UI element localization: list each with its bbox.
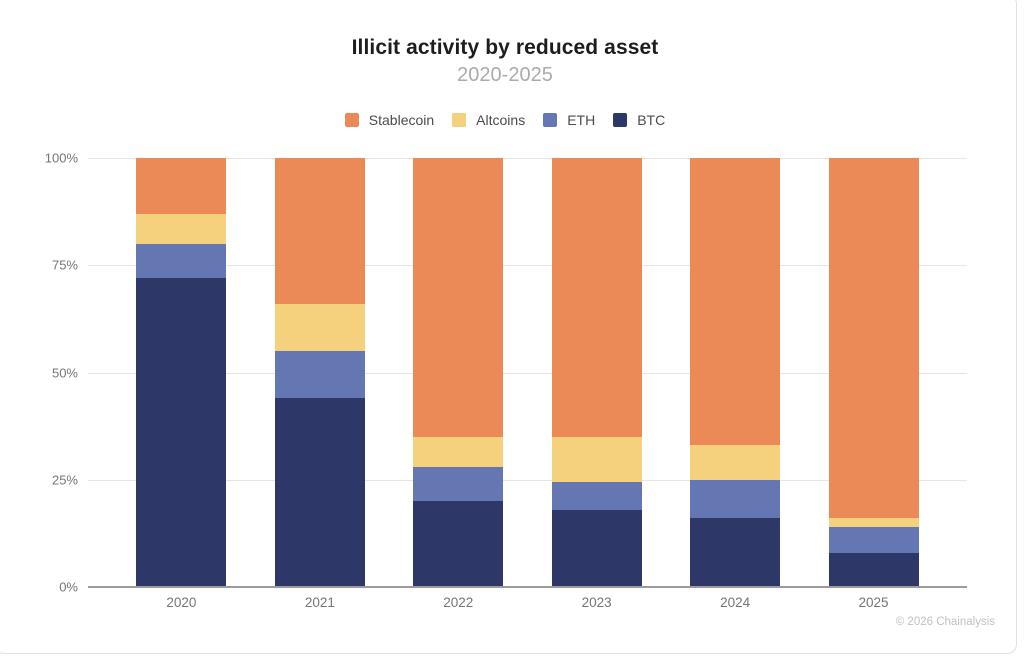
gridline-100 xyxy=(88,158,967,159)
x-tick-label-2024: 2024 xyxy=(720,595,751,610)
bar-segment-btc-2022 xyxy=(413,501,504,587)
bar-2021 xyxy=(274,158,365,587)
bar-2024 xyxy=(690,158,781,587)
bar-segment-btc-2020 xyxy=(136,278,227,587)
bar-segment-stablecoin-2024 xyxy=(690,158,781,446)
bar-segment-altcoins-2022 xyxy=(413,436,504,467)
legend-swatch-stablecoin xyxy=(344,113,359,127)
y-tick-label-0: 0% xyxy=(59,579,78,595)
bar-segment-eth-2022 xyxy=(413,466,504,502)
y-tick-label-50: 50% xyxy=(51,365,78,380)
bar-segment-altcoins-2025 xyxy=(828,518,919,527)
bar-2025 xyxy=(828,158,919,587)
legend-swatch-altcoins xyxy=(452,113,467,127)
y-tick-label-75: 75% xyxy=(51,257,78,273)
legend-label: ETH xyxy=(567,112,596,128)
x-tick-label-2021: 2021 xyxy=(304,595,335,610)
bar-segment-stablecoin-2025 xyxy=(828,158,919,519)
bar-segment-altcoins-2020 xyxy=(136,213,227,244)
legend-label: BTC xyxy=(637,112,666,128)
bars-container xyxy=(88,158,967,587)
chart-subtitle: 2020-2025 xyxy=(457,64,553,86)
x-tick-label-2023: 2023 xyxy=(581,595,612,610)
x-tick-label-2022: 2022 xyxy=(443,595,474,610)
legend-item-btc: BTC xyxy=(613,112,665,128)
legend-label: Altcoins xyxy=(476,112,526,128)
bar-segment-eth-2023 xyxy=(551,481,642,510)
bar-2020 xyxy=(136,158,227,587)
x-tick-label-2020: 2020 xyxy=(166,595,197,610)
plot-area xyxy=(88,158,967,588)
legend: Stablecoin Altcoins ETH BTC xyxy=(0,112,1010,128)
x-tick-label-2025: 2025 xyxy=(858,595,889,610)
bar-segment-stablecoin-2022 xyxy=(413,158,504,437)
bar-2022 xyxy=(413,158,504,587)
bar-segment-eth-2024 xyxy=(690,479,781,519)
y-tick-label-25: 25% xyxy=(51,472,78,488)
chart-title: Illicit activity by reduced asset xyxy=(351,36,659,59)
bar-segment-altcoins-2021 xyxy=(274,303,365,352)
copyright-text: © 2026 Chainalysis xyxy=(895,616,995,628)
bar-segment-stablecoin-2021 xyxy=(274,158,365,304)
bar-segment-btc-2024 xyxy=(690,518,781,587)
gridline-50 xyxy=(88,372,967,374)
bar-segment-altcoins-2023 xyxy=(551,436,642,482)
y-tick-label-100: 100% xyxy=(44,150,78,166)
gridline-25 xyxy=(88,479,967,481)
bar-segment-eth-2021 xyxy=(274,351,365,399)
legend-item-stablecoin: Stablecoin xyxy=(344,112,435,128)
legend-swatch-btc xyxy=(613,113,628,127)
bar-segment-altcoins-2024 xyxy=(690,445,781,480)
bar-segment-btc-2025 xyxy=(828,552,919,587)
bar-segment-eth-2025 xyxy=(828,526,919,553)
bar-segment-btc-2021 xyxy=(274,398,365,587)
bar-segment-stablecoin-2023 xyxy=(551,158,642,437)
y-axis-labels: 0% 25% 50% 75% 100% xyxy=(0,151,78,595)
x-axis-line xyxy=(88,586,967,588)
legend-item-eth: ETH xyxy=(543,112,595,128)
legend-label: Stablecoin xyxy=(368,112,435,128)
bar-segment-stablecoin-2020 xyxy=(136,158,227,214)
x-axis-labels: 2020 2021 2022 2023 2024 2025 xyxy=(88,595,967,610)
bar-segment-eth-2020 xyxy=(136,243,227,279)
legend-swatch-eth xyxy=(543,113,558,127)
bar-segment-btc-2023 xyxy=(551,509,642,587)
gridline-75 xyxy=(88,265,967,267)
bar-2023 xyxy=(551,158,642,587)
legend-item-altcoins: Altcoins xyxy=(452,112,525,128)
